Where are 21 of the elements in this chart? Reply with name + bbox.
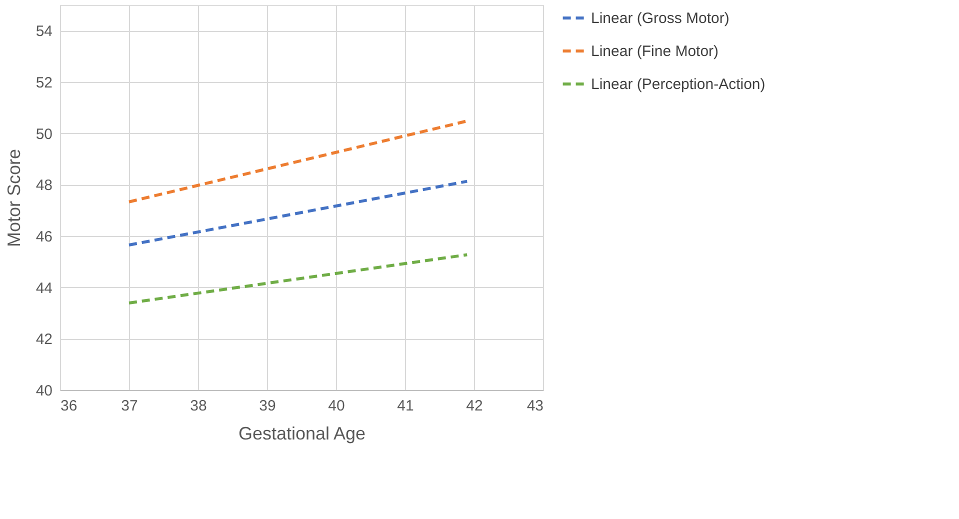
legend-label: Linear (Perception-Action): [591, 76, 766, 93]
y-axis-title: Motor Score: [4, 148, 24, 248]
x-tick-label: 40: [328, 398, 345, 414]
x-tick-label: 39: [259, 398, 276, 414]
y-tick-label: 46: [36, 228, 52, 246]
x-tick-label: 41: [397, 398, 414, 414]
x-tick-label: 43: [526, 398, 544, 414]
x-axis-title: Gestational Age: [238, 424, 366, 444]
legend-label: Linear (Gross Motor): [591, 10, 730, 27]
y-tick-label: 42: [36, 331, 52, 348]
x-tick-label: 38: [190, 398, 207, 414]
x-tick-label: 42: [466, 398, 483, 414]
y-tick-label: 54: [36, 23, 52, 40]
y-tick-label: 44: [36, 280, 52, 297]
legend-label: Linear (Fine Motor): [591, 43, 719, 60]
y-tick-label: 48: [36, 177, 52, 194]
y-tick-label: 50: [36, 126, 52, 143]
y-tick-label: 40: [36, 382, 52, 400]
y-tick-label: 52: [36, 74, 52, 92]
x-tick-label: 37: [121, 398, 138, 414]
x-tick-label: 36: [60, 398, 78, 414]
